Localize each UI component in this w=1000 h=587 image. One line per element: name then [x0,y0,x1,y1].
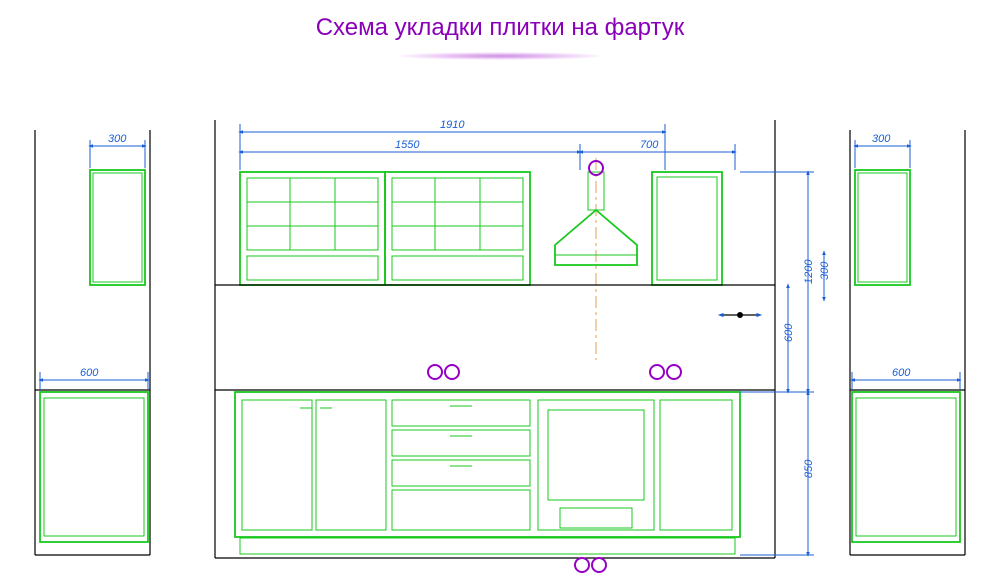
slide-marker [720,312,760,318]
svg-text:1550: 1550 [395,139,420,151]
dim-1550: 1550 [240,139,580,170]
svg-text:850: 850 [803,459,815,478]
accent-markers [428,161,681,572]
blueprint-drawing: 300 600 [0,60,1000,580]
right-side-view: 300 600 [850,130,965,555]
diagram-title: Схема укладки плитки на фартук [0,0,1000,42]
upper-cabinets [240,158,722,360]
left-side-view: 300 600 [35,130,150,555]
dim-left-upper: 300 [108,133,127,145]
title-underline [395,52,605,60]
svg-text:1910: 1910 [440,119,465,131]
base-cabinets [235,392,740,554]
svg-text:600: 600 [783,323,795,342]
main-front-view: 1910 1550 700 1200 600 300 [215,119,831,572]
svg-text:1200: 1200 [803,259,815,284]
svg-text:700: 700 [640,139,659,151]
dim-right-upper: 300 [872,133,891,145]
dim-300v: 300 [819,252,831,300]
dim-right-lower: 600 [892,367,911,379]
svg-text:300: 300 [819,261,831,280]
dim-1200: 1200 [740,172,815,392]
dim-600v: 600 [783,285,795,392]
dim-850: 850 [740,392,815,555]
dim-left-lower: 600 [80,367,99,379]
